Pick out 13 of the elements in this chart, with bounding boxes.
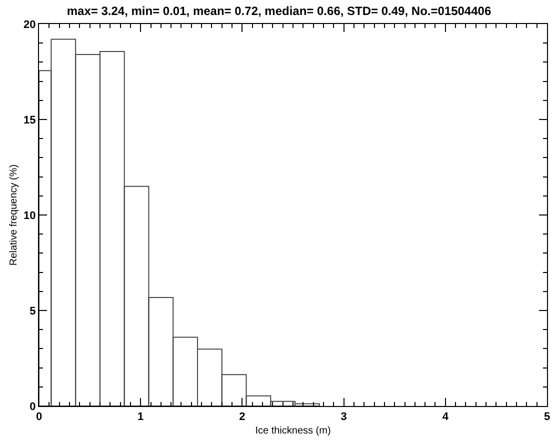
x-tick-label: 3 xyxy=(340,411,347,424)
y-tick-label: 5 xyxy=(30,305,36,318)
y-axis-title: Relative frequency (%) xyxy=(8,164,20,266)
y-tick-label: 0 xyxy=(30,400,36,413)
y-tick-label: 20 xyxy=(24,18,36,31)
chart-title: max= 3.24, min= 0.01, mean= 0.72, median= 0.66, STD= 0.49, No.=01504406 xyxy=(66,4,492,18)
x-tick-label: 1 xyxy=(138,411,144,424)
y-tick-label: 15 xyxy=(24,114,36,126)
x-tick-label: 4 xyxy=(442,411,450,424)
x-axis-title: Ice thickness (m) xyxy=(255,426,331,437)
y-tick-label: 10 xyxy=(24,210,36,222)
x-tick-label: 2 xyxy=(239,411,246,424)
x-tick-label: 5 xyxy=(544,411,550,424)
